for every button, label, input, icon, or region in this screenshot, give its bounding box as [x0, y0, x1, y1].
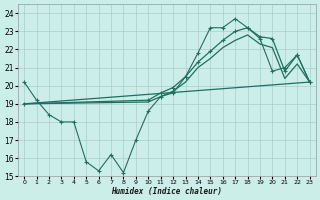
X-axis label: Humidex (Indice chaleur): Humidex (Indice chaleur) — [111, 187, 222, 196]
